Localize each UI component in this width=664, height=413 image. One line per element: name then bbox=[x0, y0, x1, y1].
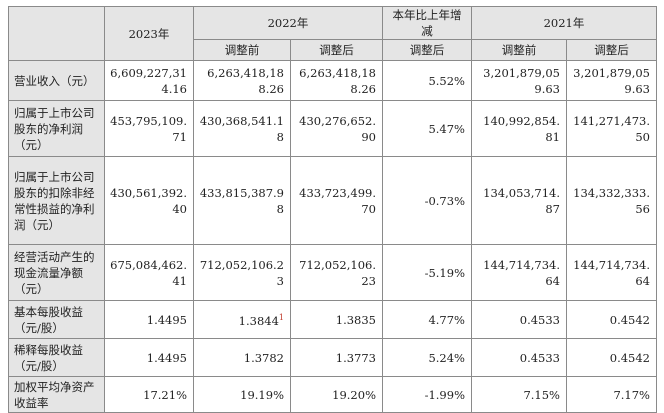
table-row: 基本每股收益（元/股） 1.4495 1.38441 1.3835 4.77% … bbox=[8, 300, 657, 339]
table-row: 归属于上市公司股东的扣除非经常性损益的净利润（元） 430,561,392.40… bbox=[8, 156, 657, 245]
header-2021-after: 调整后 bbox=[566, 39, 657, 61]
cell-2021-after: 134,332,333.56 bbox=[566, 156, 657, 245]
cell-2022-before: 430,368,541.18 bbox=[193, 100, 291, 157]
row-label: 营业收入（元） bbox=[8, 60, 105, 101]
cell-2022-before: 1.3782 bbox=[193, 338, 291, 377]
header-change: 本年比上年增减 bbox=[382, 6, 472, 40]
cell-2022-after: 712,052,106.23 bbox=[290, 244, 383, 301]
table-row: 营业收入（元） 6,609,227,314.16 6,263,418,188.2… bbox=[8, 60, 657, 101]
cell-2023: 1.4495 bbox=[104, 300, 194, 339]
header-2023: 2023年 bbox=[104, 6, 194, 61]
row-label: 经营活动产生的现金流量净额（元） bbox=[8, 244, 105, 301]
financial-data-table: 2023年 2022年 本年比上年增减 2021年 调整前 调整后 调整后 调整… bbox=[8, 6, 657, 413]
header-2022-before: 调整前 bbox=[193, 39, 291, 61]
cell-2022-before: 712,052,106.23 bbox=[193, 244, 291, 301]
cell-2021-after: 3,201,879,059.63 bbox=[566, 60, 657, 101]
cell-2021-before: 134,053,714.87 bbox=[471, 156, 567, 245]
cell-2022-after: 433,723,499.70 bbox=[290, 156, 383, 245]
cell-2021-before: 144,714,734.64 bbox=[471, 244, 567, 301]
header-change-after: 调整后 bbox=[382, 39, 472, 61]
cell-2022-after: 1.3835 bbox=[290, 300, 383, 339]
cell-change: 5.24% bbox=[382, 338, 472, 377]
table-row: 加权平均净资产收益率 17.21% 19.19% 19.20% -1.99% 7… bbox=[8, 376, 657, 413]
cell-2022-after: 430,276,652.90 bbox=[290, 100, 383, 157]
table-row: 稀释每股收益（元/股） 1.4495 1.3782 1.3773 5.24% 0… bbox=[8, 338, 657, 377]
cell-value: 1.3844 bbox=[238, 313, 279, 328]
cell-2021-before: 0.4533 bbox=[471, 338, 567, 377]
header-2021: 2021年 bbox=[471, 6, 657, 40]
cell-2021-after: 141,271,473.50 bbox=[566, 100, 657, 157]
cell-2022-before: 433,815,387.98 bbox=[193, 156, 291, 245]
cell-2023: 430,561,392.40 bbox=[104, 156, 194, 245]
row-label: 加权平均净资产收益率 bbox=[8, 376, 105, 413]
table-row: 经营活动产生的现金流量净额（元） 675,084,462.41 712,052,… bbox=[8, 244, 657, 301]
cell-change: 4.77% bbox=[382, 300, 472, 339]
cell-2021-before: 3,201,879,059.63 bbox=[471, 60, 567, 101]
cell-2023: 675,084,462.41 bbox=[104, 244, 194, 301]
cell-2021-before: 140,992,854.81 bbox=[471, 100, 567, 157]
cell-change: 5.52% bbox=[382, 60, 472, 101]
cell-2023: 17.21% bbox=[104, 376, 194, 413]
cell-change: -1.99% bbox=[382, 376, 472, 413]
cell-2021-after: 0.4542 bbox=[566, 300, 657, 339]
cell-2021-after: 0.4542 bbox=[566, 338, 657, 377]
row-label: 稀释每股收益（元/股） bbox=[8, 338, 105, 377]
header-2022: 2022年 bbox=[193, 6, 383, 40]
cell-2021-before: 0.4533 bbox=[471, 300, 567, 339]
footnote-marker: 1 bbox=[278, 313, 284, 323]
cell-2022-before: 1.38441 bbox=[193, 300, 291, 339]
cell-2022-after: 1.3773 bbox=[290, 338, 383, 377]
cell-2022-before: 19.19% bbox=[193, 376, 291, 413]
header-2022-after: 调整后 bbox=[290, 39, 383, 61]
header-blank bbox=[8, 6, 105, 61]
cell-2022-after: 6,263,418,188.26 bbox=[290, 60, 383, 101]
cell-2021-after: 7.17% bbox=[566, 376, 657, 413]
cell-2022-after: 19.20% bbox=[290, 376, 383, 413]
cell-2023: 453,795,109.71 bbox=[104, 100, 194, 157]
cell-2023: 1.4495 bbox=[104, 338, 194, 377]
cell-change: 5.47% bbox=[382, 100, 472, 157]
row-label: 归属于上市公司股东的扣除非经常性损益的净利润（元） bbox=[8, 156, 105, 245]
cell-2023: 6,609,227,314.16 bbox=[104, 60, 194, 101]
row-label: 基本每股收益（元/股） bbox=[8, 300, 105, 339]
cell-2021-after: 144,714,734.64 bbox=[566, 244, 657, 301]
cell-2022-before: 6,263,418,188.26 bbox=[193, 60, 291, 101]
cell-2021-before: 7.15% bbox=[471, 376, 567, 413]
header-2021-before: 调整前 bbox=[471, 39, 567, 61]
cell-change: -5.19% bbox=[382, 244, 472, 301]
cell-change: -0.73% bbox=[382, 156, 472, 245]
table-row: 归属于上市公司股东的净利润（元） 453,795,109.71 430,368,… bbox=[8, 100, 657, 157]
row-label: 归属于上市公司股东的净利润（元） bbox=[8, 100, 105, 157]
